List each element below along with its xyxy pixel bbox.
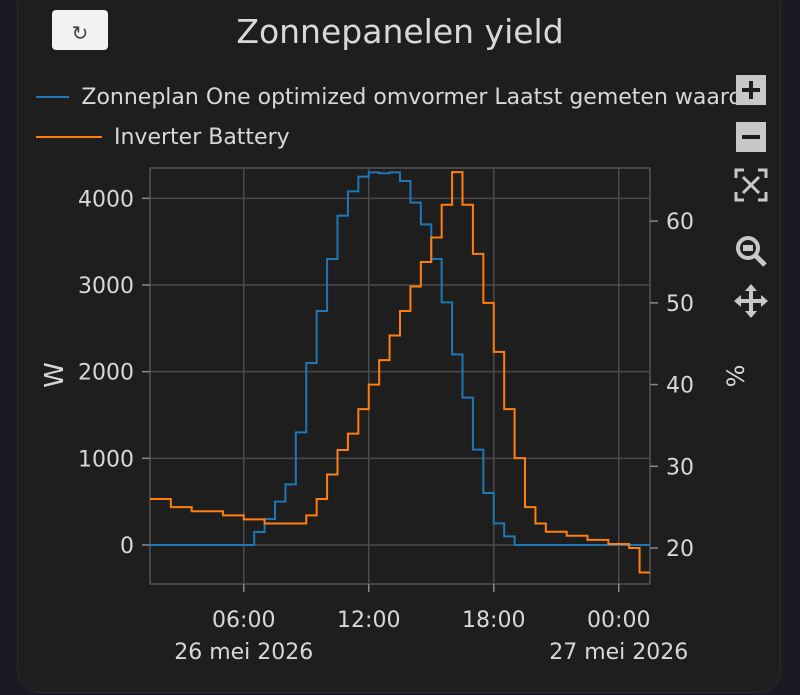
- chart-title: Zonnepanelen yield: [236, 12, 564, 51]
- reset-icon: ↻: [71, 21, 89, 45]
- zoom-out-icon[interactable]: [734, 120, 768, 154]
- legend-item-series-2[interactable]: Inverter Battery: [36, 122, 290, 152]
- legend-swatch-1: [36, 96, 70, 98]
- zoom-in-icon[interactable]: [734, 73, 768, 107]
- pan-icon[interactable]: [734, 284, 768, 318]
- legend-label-2: Inverter Battery: [114, 124, 290, 150]
- legend-label-1: Zonneplan One optimized omvormer Laatst …: [81, 84, 756, 110]
- autoscale-icon[interactable]: [734, 168, 768, 202]
- zoom-icon[interactable]: [734, 234, 768, 268]
- reset-button[interactable]: ↻: [52, 10, 108, 50]
- legend-swatch-2: [36, 136, 102, 138]
- legend-item-series-1[interactable]: Zonneplan One optimized omvormer Laatst …: [36, 82, 756, 112]
